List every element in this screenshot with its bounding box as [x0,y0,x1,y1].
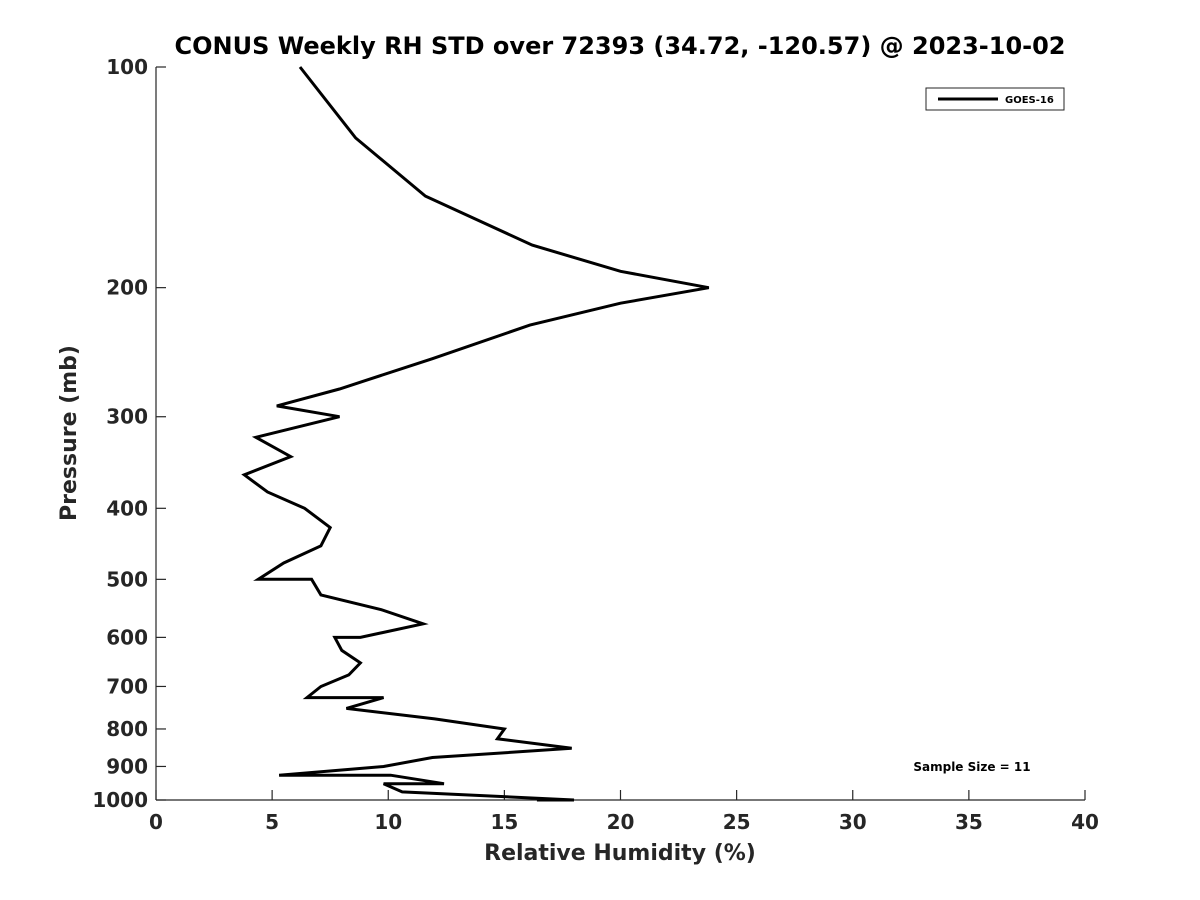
x-tick-label: 5 [265,810,279,834]
y-axis-label: Pressure (mb) [57,345,82,521]
y-tick-label: 300 [106,405,148,429]
chart-title: CONUS Weekly RH STD over 72393 (34.72, -… [174,32,1065,60]
y-tick-label: 600 [106,625,148,649]
x-tick-label: 10 [374,810,402,834]
x-tick-label: 30 [839,810,867,834]
y-tick-label: 1000 [92,788,148,812]
x-tick-label: 15 [490,810,518,834]
legend-label-goes-16: GOES-16 [1005,95,1054,106]
legend: GOES-16 [925,87,1065,111]
y-tick-label: 100 [106,55,148,79]
plot-axes [155,67,1085,801]
y-tick-label: 900 [106,754,148,778]
x-tick-label: 40 [1071,810,1099,834]
x-tick-label: 35 [955,810,983,834]
y-tick-label: 800 [106,717,148,741]
series-line-goes-16 [241,66,710,802]
x-tick-label: 0 [149,810,163,834]
x-axis-label: Relative Humidity (%) [484,841,756,866]
x-tick-label: 20 [607,810,635,834]
sample-size-annotation: Sample Size = 11 [913,760,1030,774]
y-tick-label: 700 [106,674,148,698]
series-layer [241,66,710,802]
x-tick-group: 0 5 10 15 20 25 30 35 40 [149,790,1099,834]
y-tick-group: 100 200 300 400 500 600 700 800 900 1000 [92,55,166,812]
x-tick-label: 25 [723,810,751,834]
y-tick-label: 200 [106,276,148,300]
y-tick-label: 400 [106,496,148,520]
y-tick-label: 500 [106,567,148,591]
